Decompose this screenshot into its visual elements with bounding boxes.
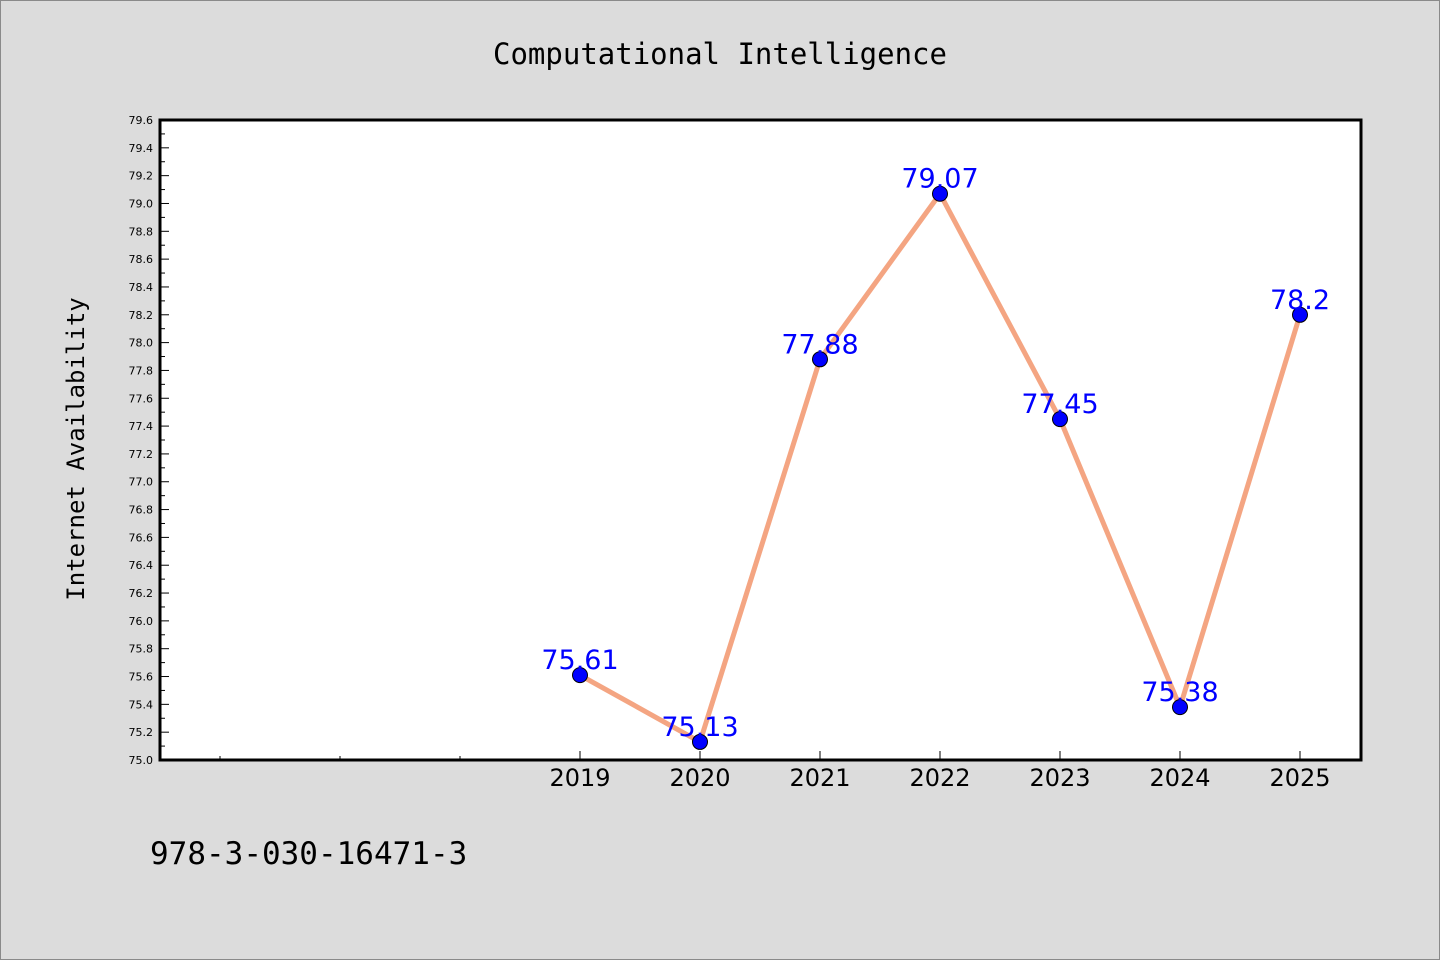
data-labels: 75.61 75.13 77.88 79.07 77.45 75.38 78.2 [541,164,1330,743]
x-tick-label: 2020 [669,764,730,792]
y-tick-label: 77.8 [129,364,154,377]
y-tick-label: 78.4 [129,281,154,294]
data-point [1052,411,1068,428]
plot-area [158,118,1363,762]
y-tick-label: 75.4 [129,698,154,711]
data-label: 77.88 [781,329,858,360]
y-tick-label: 75.8 [129,643,154,656]
y-tick-label: 78.0 [129,337,154,350]
y-tick-label: 78.2 [129,309,154,322]
data-label: 78.2 [1270,285,1330,316]
y-tick-label: 77.4 [129,420,154,433]
y-tick-label: 77.2 [129,448,154,461]
data-label: 75.13 [661,712,738,743]
data-label: 75.38 [1141,677,1218,708]
y-axis: 75.0 75.2 75.4 75.6 75.8 76.0 76.2 76.4 76.6 76.8… [129,114,169,767]
data-point [1172,699,1188,716]
y-tick-label: 76.8 [129,504,154,517]
data-point [812,351,828,368]
y-tick-label: 77.0 [129,476,154,489]
y-tick-label: 76.4 [129,559,154,572]
data-label: 77.45 [1021,389,1098,420]
data-label: 79.07 [901,164,978,195]
x-tick-label: 2025 [1269,764,1330,792]
y-tick-label: 78.6 [129,253,154,266]
y-tick-label: 79.0 [129,197,154,210]
y-tick-label: 76.2 [129,587,154,600]
data-point [572,667,588,684]
y-tick-label: 75.2 [129,726,154,739]
y-tick-label: 79.2 [129,170,154,183]
x-axis: 2019 2020 2021 2022 2023 2024 2025 [219,751,1331,792]
x-tick-label: 2021 [789,764,850,792]
chart-title: Computational Intelligence [493,37,947,71]
y-tick-label: 76.6 [129,531,154,544]
data-label: 75.61 [541,645,618,676]
footnote: 978-3-030-16471-3 [150,836,467,872]
y-tick-label: 79.6 [129,114,154,127]
x-tick-label: 2022 [909,764,970,792]
data-point [932,185,948,202]
y-tick-label: 78.8 [129,225,154,238]
y-tick-label: 75.6 [129,671,154,684]
data-point [1292,306,1308,323]
data-point [692,733,708,750]
y-tick-label: 76.0 [129,615,154,628]
y-tick-label: 75.0 [129,754,154,767]
x-tick-label: 2023 [1029,764,1090,792]
x-tick-label: 2019 [549,764,610,792]
y-tick-label: 77.6 [129,392,154,405]
y-axis-label: Internet Availability [62,297,90,600]
data-markers [572,185,1308,750]
y-tick-label: 79.4 [129,142,154,155]
x-tick-label: 2024 [1149,764,1210,792]
